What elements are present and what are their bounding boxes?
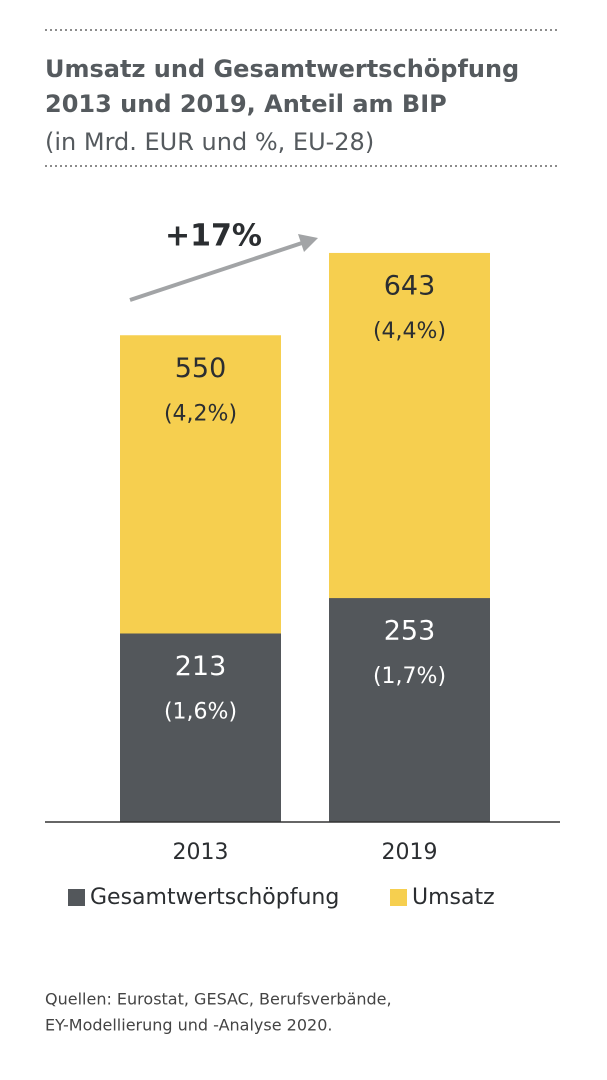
chart-title: Umsatz und Gesamtwertschöpfung: [45, 55, 519, 83]
x-tick-label: 2019: [382, 840, 438, 865]
x-tick-label: 2013: [173, 840, 229, 865]
chart-title: 2013 und 2019, Anteil am BIP: [45, 90, 447, 118]
legend-label: Umsatz: [412, 885, 495, 910]
value-label: 550: [175, 353, 227, 384]
share-label: (4,4%): [373, 319, 446, 344]
source: Quellen: Eurostat, GESAC, Berufsverbände…: [45, 990, 392, 1009]
legend-label: Gesamtwertschöpfung: [90, 885, 339, 910]
share-label: (4,2%): [164, 401, 237, 426]
chart-subtitle: (in Mrd. EUR und %, EU-28): [45, 128, 374, 156]
annotation: +17%: [165, 219, 262, 254]
share-label: (1,6%): [164, 699, 237, 724]
value-label: 643: [384, 270, 436, 301]
share-label: (1,7%): [373, 664, 446, 689]
value-label: 213: [175, 651, 227, 682]
growth-arrow: [129, 234, 318, 302]
bar: [120, 633, 281, 822]
value-label: 253: [384, 616, 436, 647]
source: EY-Modellierung und -Analyse 2020.: [45, 1016, 332, 1035]
legend-swatch: [390, 889, 407, 906]
bar: [329, 598, 490, 822]
legend-swatch: [68, 889, 85, 906]
